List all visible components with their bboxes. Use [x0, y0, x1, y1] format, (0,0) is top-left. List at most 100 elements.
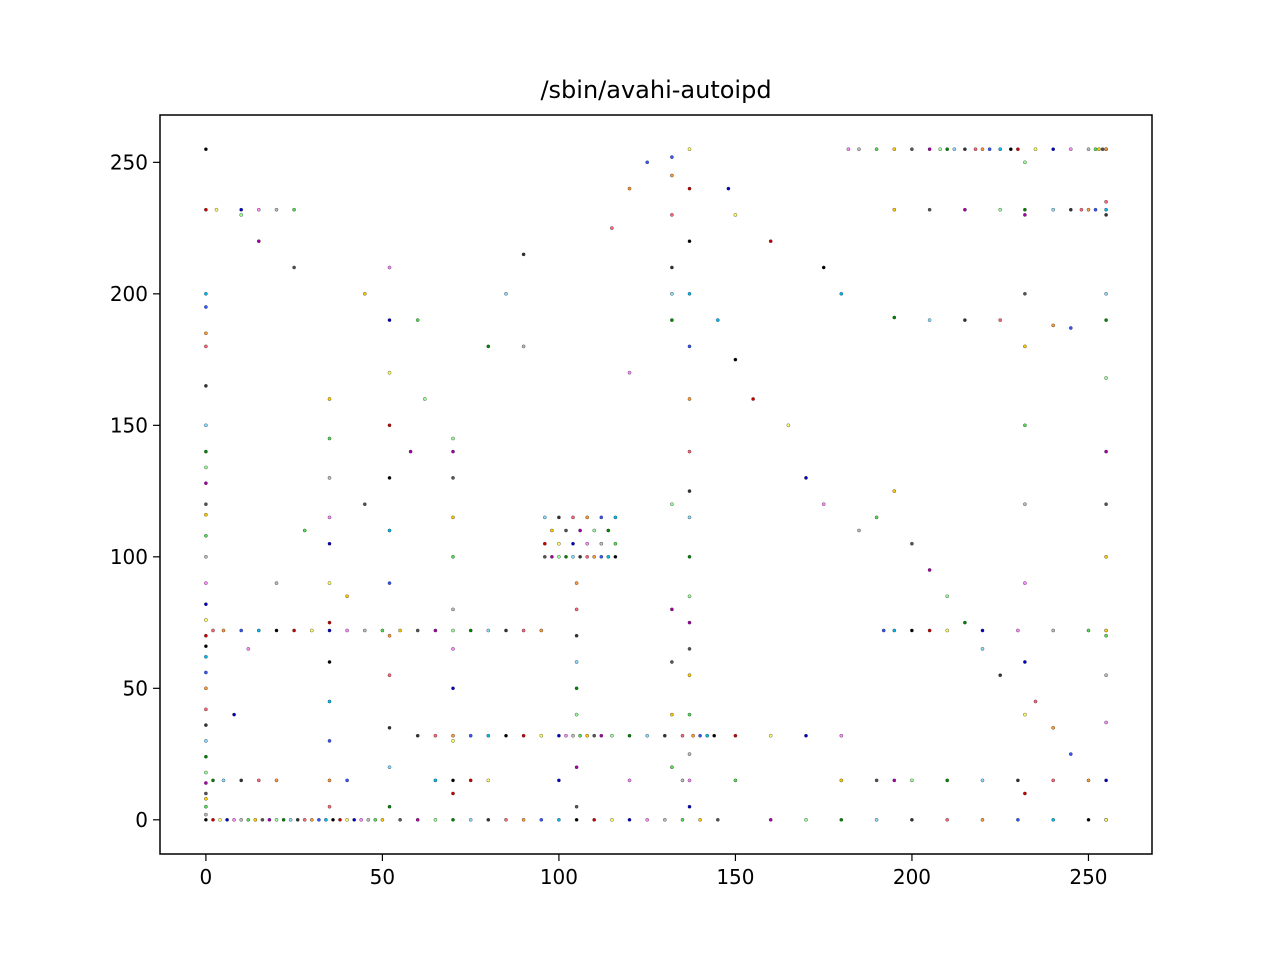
data-point: [627, 733, 632, 738]
data-point: [415, 318, 420, 322]
x-tick-label: 200: [893, 865, 931, 889]
data-point: [204, 602, 208, 606]
data-point: [1023, 581, 1027, 585]
data-point: [839, 818, 844, 822]
data-point: [310, 628, 314, 633]
data-point: [571, 515, 575, 520]
data-point: [204, 754, 208, 759]
data-point: [380, 818, 385, 822]
data-point: [468, 778, 473, 783]
data-point: [687, 449, 692, 454]
data-point: [687, 397, 692, 401]
data-point: [574, 686, 579, 691]
data-point: [998, 147, 1002, 151]
data-point: [221, 628, 226, 633]
data-point: [380, 628, 385, 633]
data-point: [945, 147, 949, 151]
data-point: [327, 660, 332, 664]
data-point: [327, 778, 332, 783]
data-point: [687, 555, 692, 559]
data-point: [292, 628, 296, 633]
data-point: [363, 502, 367, 506]
data-point: [359, 818, 363, 822]
data-point: [239, 213, 243, 217]
data-point: [1104, 200, 1108, 204]
data-point: [585, 733, 589, 738]
data-point: [874, 147, 879, 151]
data-point: [670, 502, 674, 506]
data-point: [874, 515, 879, 520]
data-point: [733, 733, 738, 738]
data-point: [204, 618, 208, 622]
data-point: [670, 155, 674, 159]
data-point: [204, 670, 208, 675]
data-point: [1086, 147, 1091, 151]
data-point: [927, 207, 932, 212]
data-point: [574, 581, 579, 585]
data-point: [221, 778, 226, 783]
data-point: [1086, 778, 1091, 783]
data-point: [327, 397, 332, 401]
data-point: [733, 213, 738, 217]
data-point: [687, 344, 692, 349]
data-point: [204, 305, 208, 309]
data-point: [433, 733, 438, 738]
data-point: [1023, 292, 1027, 296]
data-point: [571, 541, 575, 546]
data-point: [645, 160, 649, 165]
data-point: [670, 712, 674, 717]
data-point: [387, 633, 392, 638]
data-point: [1104, 778, 1108, 783]
data-point: [768, 239, 773, 243]
data-point: [578, 555, 582, 559]
data-point: [1023, 502, 1027, 506]
data-point: [521, 252, 526, 257]
data-point: [564, 555, 568, 559]
data-point: [768, 733, 773, 738]
data-point: [486, 344, 491, 349]
data-point: [239, 818, 243, 822]
data-point: [804, 733, 808, 738]
data-point: [610, 818, 614, 822]
x-tick-label: 0: [200, 865, 213, 889]
data-point: [980, 818, 985, 822]
data-point: [557, 733, 561, 738]
data-point: [257, 207, 261, 212]
data-point: [539, 733, 544, 738]
data-point: [468, 818, 473, 822]
data-point: [1023, 344, 1027, 349]
data-point: [211, 628, 215, 633]
data-point: [1051, 628, 1055, 633]
data-point: [204, 292, 208, 296]
data-point: [670, 265, 674, 270]
data-point: [225, 818, 229, 822]
data-point: [910, 147, 914, 151]
data-point: [486, 778, 491, 783]
data-point: [204, 812, 208, 817]
data-point: [214, 207, 219, 212]
data-point: [892, 207, 897, 212]
data-point: [687, 752, 692, 756]
data-point: [670, 213, 674, 217]
data-point: [698, 733, 702, 738]
data-point: [1104, 376, 1108, 380]
data-point: [451, 436, 455, 441]
data-point: [246, 647, 251, 651]
data-point: [726, 186, 731, 191]
data-point: [451, 628, 455, 633]
data-point: [387, 423, 392, 428]
data-point: [1079, 207, 1084, 212]
data-point: [204, 818, 208, 822]
data-point: [204, 207, 208, 212]
data-point: [645, 818, 649, 822]
data-point: [239, 778, 243, 783]
points-layer: [204, 147, 1108, 822]
data-point: [292, 265, 296, 270]
data-point: [504, 292, 508, 296]
data-point: [839, 778, 844, 783]
data-point: [1033, 699, 1038, 704]
data-point: [1104, 318, 1108, 322]
data-point: [963, 620, 967, 625]
